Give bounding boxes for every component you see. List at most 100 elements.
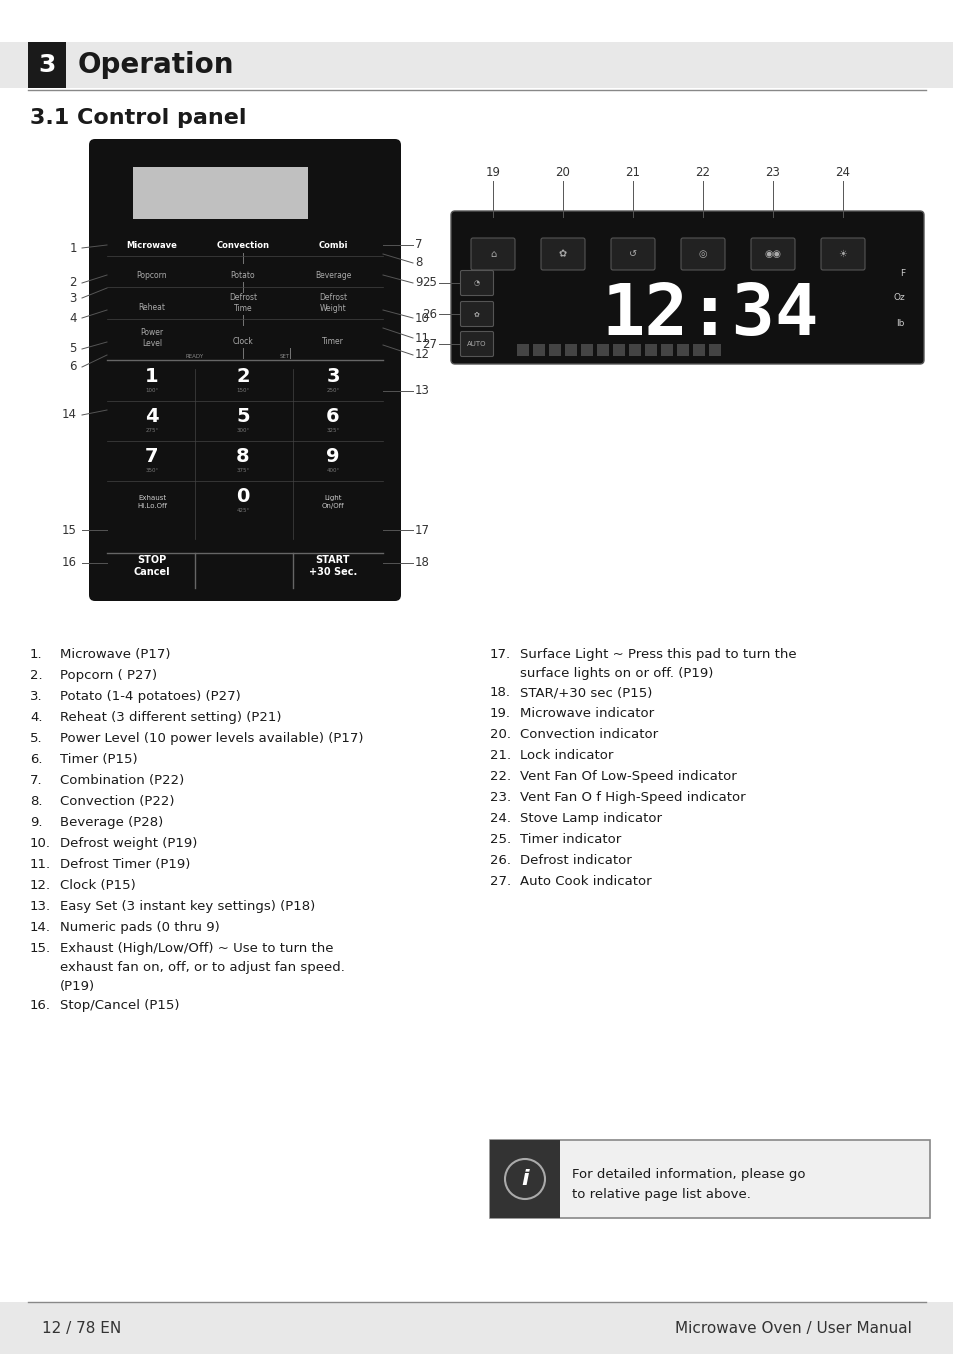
Text: ◔: ◔ [474,280,479,286]
Bar [548,344,560,356]
Text: Convection (P22): Convection (P22) [60,795,174,808]
Text: Surface Light ~ Press this pad to turn the: Surface Light ~ Press this pad to turn t… [519,649,796,661]
Text: Microwave Oven / User Manual: Microwave Oven / User Manual [675,1320,911,1335]
Text: 9: 9 [326,448,339,467]
Text: Power Level (10 power levels available) (P17): Power Level (10 power levels available) … [60,733,363,745]
Text: 10: 10 [415,311,430,325]
Text: 7: 7 [415,238,422,252]
Text: 24.: 24. [490,812,511,825]
Text: 12.: 12. [30,879,51,892]
Text: 23.: 23. [490,791,511,804]
Text: 350°: 350° [145,468,158,474]
Text: Defrost
Time: Defrost Time [229,292,256,313]
Text: 8.: 8. [30,795,43,808]
Text: 0: 0 [236,487,250,506]
Text: 3: 3 [38,53,55,77]
Bar [597,344,608,356]
Circle shape [504,1159,544,1200]
Text: 2: 2 [70,276,77,290]
Text: Convection indicator: Convection indicator [519,728,658,741]
Text: Power
Level: Power Level [140,328,163,348]
Text: Popcorn: Popcorn [136,271,167,279]
FancyBboxPatch shape [610,238,655,269]
Text: Potato (1-4 potatoes) (P27): Potato (1-4 potatoes) (P27) [60,691,240,703]
Text: 1: 1 [145,367,158,386]
Text: i: i [520,1169,528,1189]
Text: Reheat: Reheat [138,302,165,311]
Text: Exhaust
Hi.Lo.Off: Exhaust Hi.Lo.Off [137,496,167,509]
Bar [0,1303,953,1354]
Text: 5: 5 [70,343,77,356]
Text: 18.: 18. [490,686,511,699]
Text: Clock (P15): Clock (P15) [60,879,135,892]
Bar [660,344,672,356]
Bar [613,344,624,356]
Text: Defrost indicator: Defrost indicator [519,854,631,867]
Text: 22: 22 [695,167,710,180]
Text: 10.: 10. [30,837,51,850]
Text: lb: lb [896,318,904,328]
Text: 3.1 Control panel: 3.1 Control panel [30,108,246,129]
Text: 27.: 27. [490,875,511,888]
Text: READY: READY [186,353,204,359]
Text: Combination (P22): Combination (P22) [60,774,184,787]
Bar [708,344,720,356]
Text: Timer: Timer [322,337,344,347]
Text: 2: 2 [236,367,250,386]
FancyBboxPatch shape [460,332,493,356]
Text: 15.: 15. [30,942,51,955]
Text: 20: 20 [555,167,570,180]
Text: 5: 5 [236,408,250,427]
Text: 18: 18 [415,556,430,570]
Text: 1.: 1. [30,649,43,661]
Text: 11.: 11. [30,858,51,871]
Text: ☀: ☀ [838,249,846,259]
Text: 16: 16 [62,556,77,570]
Bar [692,344,704,356]
Text: 12:34: 12:34 [600,280,818,349]
Text: Microwave (P17): Microwave (P17) [60,649,171,661]
Text: surface lights on or off. (P19): surface lights on or off. (P19) [519,668,713,680]
Text: 300°: 300° [236,428,250,433]
Text: 19: 19 [485,167,500,180]
Text: 13: 13 [415,385,430,398]
Text: 11: 11 [415,332,430,344]
Text: 23: 23 [764,167,780,180]
Text: 14.: 14. [30,921,51,934]
Text: 15: 15 [62,524,77,536]
Text: 325°: 325° [326,428,339,433]
Text: 4: 4 [145,408,158,427]
Text: 150°: 150° [236,389,250,394]
FancyBboxPatch shape [471,238,515,269]
Bar [564,344,577,356]
Text: 16.: 16. [30,999,51,1011]
FancyBboxPatch shape [89,139,400,601]
Bar [628,344,640,356]
Text: 3: 3 [70,291,77,305]
Text: 12 / 78 EN: 12 / 78 EN [42,1320,121,1335]
Bar [490,1140,559,1219]
Text: 17.: 17. [490,649,511,661]
Text: Beverage (P28): Beverage (P28) [60,816,163,829]
Text: AUTO: AUTO [467,341,486,347]
Text: Stove Lamp indicator: Stove Lamp indicator [519,812,661,825]
Text: Combi: Combi [318,241,348,249]
Text: Potato: Potato [231,271,255,279]
Text: F: F [899,268,904,278]
Text: 13.: 13. [30,900,51,913]
FancyBboxPatch shape [680,238,724,269]
Bar [28,42,66,88]
Text: Defrost weight (P19): Defrost weight (P19) [60,837,197,850]
Text: ↺: ↺ [628,249,637,259]
Text: STAR/+30 sec (P15): STAR/+30 sec (P15) [519,686,652,699]
Text: Lock indicator: Lock indicator [519,749,613,762]
Text: 21.: 21. [490,749,511,762]
Text: 27: 27 [421,337,436,351]
Text: 2.: 2. [30,669,43,682]
Text: Clock: Clock [233,337,253,347]
Bar [0,42,953,88]
Text: 14: 14 [62,409,77,421]
FancyBboxPatch shape [460,271,493,295]
Text: 21: 21 [625,167,639,180]
Text: 3: 3 [326,367,339,386]
